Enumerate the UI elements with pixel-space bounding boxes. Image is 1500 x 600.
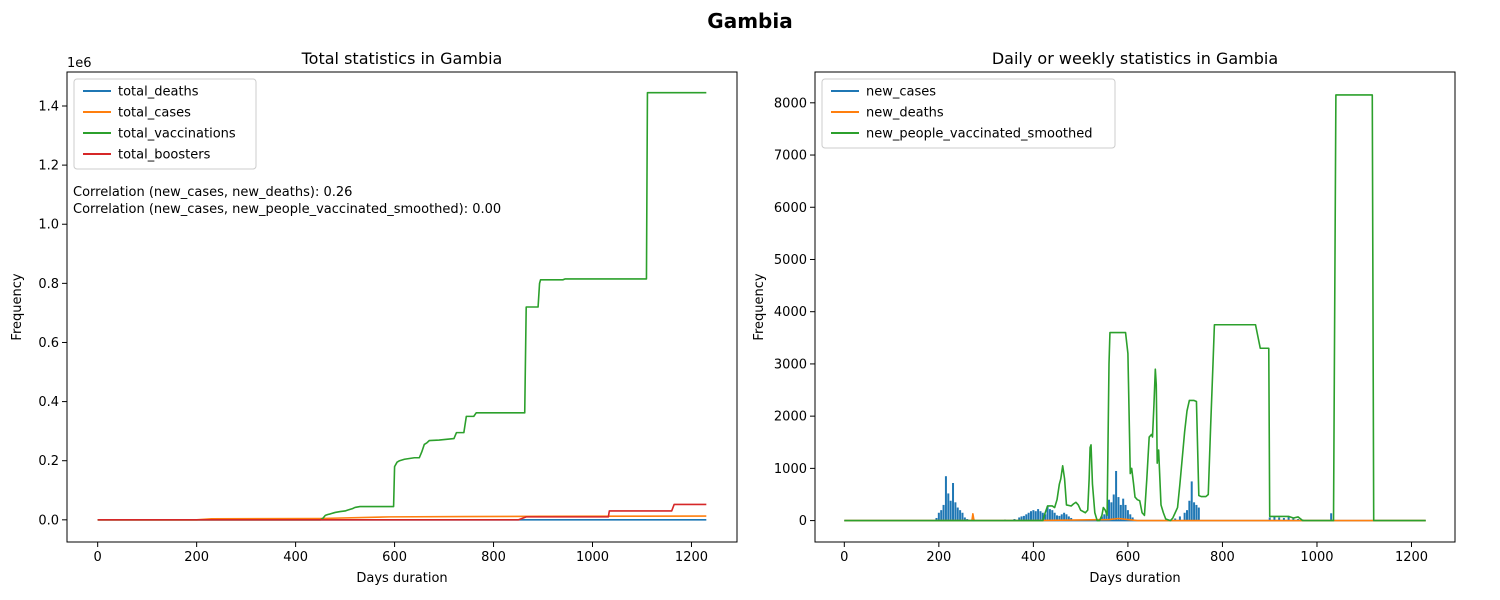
- figure-title: Gambia: [707, 9, 792, 33]
- y-tick-label: 8000: [774, 96, 807, 111]
- x-axis-label: Days duration: [356, 571, 447, 586]
- axes-frame: [66, 71, 738, 543]
- x-tick-label: 1200: [1395, 550, 1428, 565]
- y-tick-label: 0.0: [38, 513, 59, 528]
- axes-frame: [814, 71, 1456, 543]
- panel-title: Daily or weekly statistics in Gambia: [992, 49, 1278, 68]
- x-axis-label: Days duration: [1089, 571, 1180, 586]
- x-tick-label: 1000: [576, 550, 609, 565]
- legend-label-new_cases: new_cases: [866, 85, 936, 100]
- legend-label-total_vaccinations: total_vaccinations: [118, 127, 236, 142]
- y-tick-label: 1.4: [38, 99, 59, 114]
- y-tick-label: 0: [799, 514, 807, 529]
- legend-box: [821, 78, 1116, 149]
- x-tick-label: 800: [481, 550, 506, 565]
- y-tick-label: 0.2: [38, 454, 59, 469]
- x-tick-label: 1200: [675, 550, 708, 565]
- x-tick-label: 200: [926, 550, 951, 565]
- y-tick-label: 1000: [774, 462, 807, 477]
- y-tick-label: 4000: [774, 305, 807, 320]
- x-tick-label: 400: [283, 550, 308, 565]
- legend: new_cases new_deaths new_people_vaccinated…: [821, 78, 1116, 149]
- y-tick-label: 2000: [774, 410, 807, 425]
- y-tick-label: 1.2: [38, 159, 59, 174]
- correlation-annotation: Correlation (new_cases, new_deaths): 0.2…: [73, 185, 352, 200]
- series-line-total_vaccinations: [97, 91, 707, 521]
- x-tick-label: 600: [1115, 550, 1140, 565]
- legend-label-total_boosters: total_boosters: [118, 148, 211, 163]
- y-axis-label: Frequency: [752, 273, 767, 340]
- legend-label-total_cases: total_cases: [118, 106, 191, 121]
- series-line-total_boosters: [97, 503, 707, 521]
- legend-label-new_people_vaccinated_smoothed: new_people_vaccinated_smoothed: [866, 127, 1092, 142]
- y-tick-label: 6000: [774, 201, 807, 216]
- y-tick-label: 1.0: [38, 218, 59, 233]
- y-axis-label: Frequency: [10, 273, 25, 340]
- x-tick-label: 0: [840, 550, 848, 565]
- y-tick-label: 0.4: [38, 395, 59, 410]
- y-tick-label: 0.6: [38, 336, 59, 351]
- panel-1: Total statistics in Gambia 0 200 400 600 800 1…: [10, 49, 738, 586]
- series-line-new_people_vaccinated_smoothed: [844, 94, 1426, 522]
- y-scale-label: 1e6: [67, 56, 92, 71]
- plot-area: [844, 94, 1426, 522]
- x-tick-label: 600: [382, 550, 407, 565]
- legend-label-total_deaths: total_deaths: [118, 85, 199, 100]
- panel-title: Total statistics in Gambia: [301, 49, 503, 68]
- y-tick-label: 7000: [774, 149, 807, 164]
- x-tick-label: 800: [1210, 550, 1235, 565]
- legend: total_deaths total_cases total_vaccination…: [73, 78, 257, 170]
- series-line-new_deaths: [844, 512, 1426, 522]
- panel-2: Daily or weekly statistics in Gambia 0 200…: [752, 49, 1456, 586]
- legend-box: [73, 78, 257, 170]
- x-tick-label: 0: [94, 550, 102, 565]
- y-tick-label: 0.8: [38, 277, 59, 292]
- x-tick-label: 400: [1021, 550, 1046, 565]
- plot-area: [97, 91, 707, 521]
- correlation-annotation: Correlation (new_cases, new_people_vacci…: [73, 202, 501, 217]
- y-tick-label: 3000: [774, 357, 807, 372]
- x-tick-label: 200: [184, 550, 209, 565]
- y-tick-label: 5000: [774, 253, 807, 268]
- legend-label-new_deaths: new_deaths: [866, 106, 944, 121]
- x-tick-label: 1000: [1300, 550, 1333, 565]
